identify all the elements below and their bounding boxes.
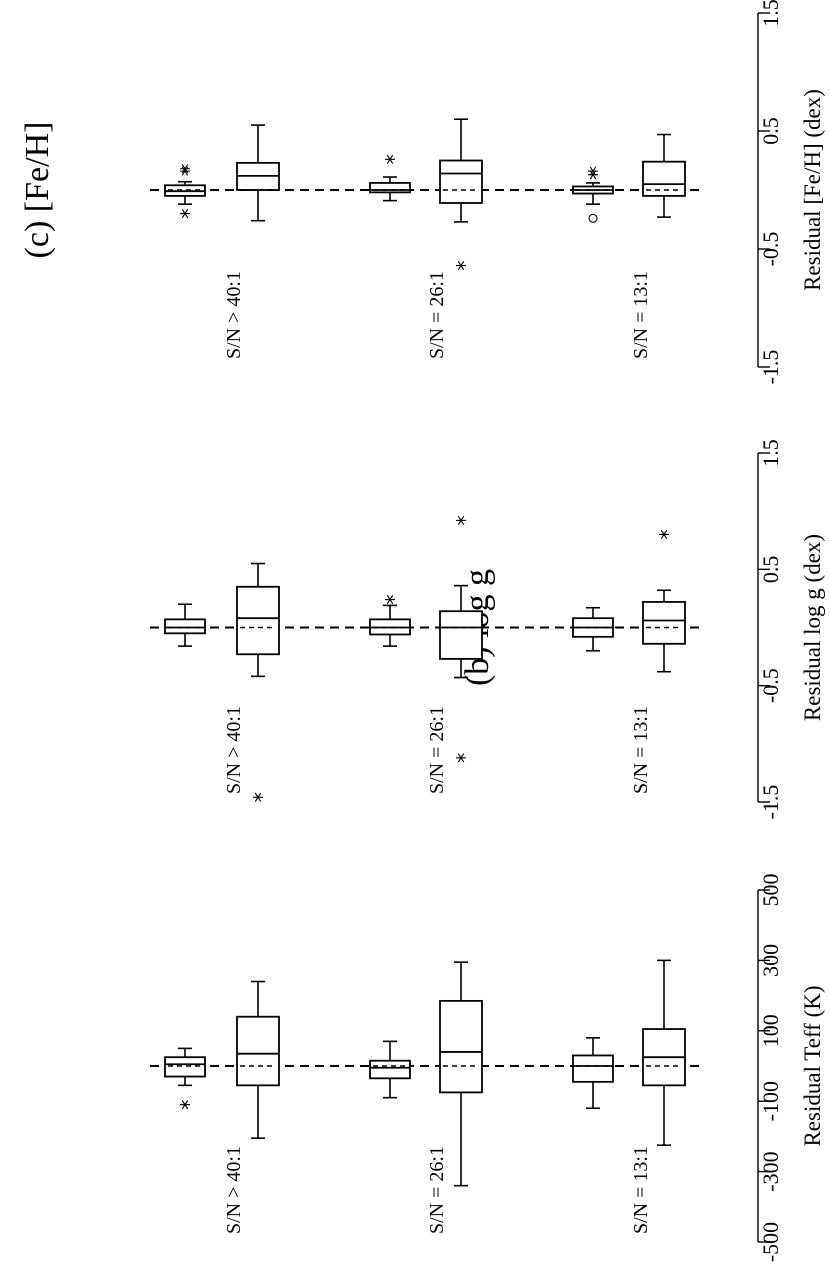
group-label: S/N > 40:1 (223, 1146, 245, 1234)
tick-label: -0.5 (758, 232, 783, 267)
box-iqr (236, 1015, 280, 1087)
outlier-star-stroke (180, 209, 190, 219)
tick-label: -100 (758, 1081, 783, 1121)
outlier-star (385, 154, 395, 164)
outlier-star (180, 166, 190, 176)
box (164, 164, 206, 219)
tick-label: 0.5 (758, 556, 783, 584)
axis-label: Residual log g (dex) (800, 534, 825, 721)
box (572, 606, 614, 652)
outlier-star-stroke (180, 166, 190, 176)
panel-title: (c) [Fe/H] (19, 122, 56, 259)
outlier-star-stroke (385, 154, 395, 164)
box (642, 959, 686, 1146)
box-iqr (572, 1054, 614, 1083)
group-label: S/N = 26:1 (426, 1146, 448, 1234)
tick-label: -1.5 (758, 785, 783, 820)
tick-label: 1.5 (758, 0, 783, 27)
box (164, 1047, 206, 1110)
box (236, 562, 280, 802)
box (236, 124, 280, 222)
outlier-star (588, 166, 598, 176)
outlier-star-stroke (180, 1100, 190, 1110)
group-label: S/N = 13:1 (630, 1146, 652, 1234)
outlier-star-stroke (588, 170, 598, 180)
box (369, 154, 411, 202)
tick-label: -300 (758, 1151, 783, 1191)
tick-label: 500 (758, 874, 783, 907)
group-label: S/N > 40:1 (223, 706, 245, 794)
outlier-star (385, 595, 395, 605)
box-iqr (642, 601, 686, 645)
outlier-star (456, 753, 466, 763)
outlier-star-stroke (588, 166, 598, 176)
tick-label: 1.5 (758, 439, 783, 467)
outlier-star (659, 529, 669, 539)
outlier-circle (588, 213, 598, 223)
box-iqr (236, 585, 280, 656)
box (164, 603, 206, 647)
tick-label: 300 (758, 944, 783, 977)
outlier-star-stroke (456, 753, 466, 763)
box-iqr (369, 1059, 411, 1080)
tick-label: -1.5 (758, 350, 783, 385)
box (236, 980, 280, 1139)
tick-label: -500 (758, 1222, 783, 1262)
outlier-star (456, 260, 466, 271)
box (369, 1040, 411, 1099)
panel-0: -1.5 -0.5 0.5 1.5 Residual [Fe/H] (dex) (c) [… (19, 0, 825, 384)
tick-label: -0.5 (758, 668, 783, 703)
outlier-star (588, 170, 598, 180)
box (572, 166, 614, 223)
box-iqr (439, 159, 483, 204)
box-iqr (369, 182, 411, 194)
group-label: S/N = 26:1 (426, 706, 448, 794)
axis-label: Residual Teff (K) (800, 985, 825, 1146)
box-iqr (439, 999, 483, 1094)
tick-label: 100 (758, 1014, 783, 1047)
group-label: S/N = 13:1 (630, 706, 652, 794)
group-label: S/N > 40:1 (223, 271, 245, 359)
box (439, 118, 483, 271)
box (572, 1037, 614, 1110)
outlier-star-stroke (253, 792, 263, 802)
outlier-star (180, 1100, 190, 1110)
tick-label: 0.5 (758, 117, 783, 145)
outlier-star-stroke (385, 595, 395, 605)
outlier-star (180, 209, 190, 219)
group-label: S/N = 13:1 (630, 271, 652, 359)
outlier-star-stroke (659, 529, 669, 539)
box (642, 133, 686, 218)
outlier-star-stroke (456, 260, 466, 271)
box (439, 961, 483, 1187)
box (369, 595, 411, 647)
box (642, 529, 686, 673)
outlier-star (456, 515, 466, 526)
outlier-star (253, 792, 263, 802)
box-iqr (164, 1056, 206, 1078)
axis-label: Residual [Fe/H] (dex) (800, 89, 825, 291)
outlier-star-stroke (456, 515, 466, 526)
box-iqr (164, 618, 206, 635)
box-iqr (642, 160, 686, 197)
group-label: S/N = 26:1 (426, 271, 448, 359)
box-iqr (439, 610, 483, 660)
box (439, 515, 483, 763)
